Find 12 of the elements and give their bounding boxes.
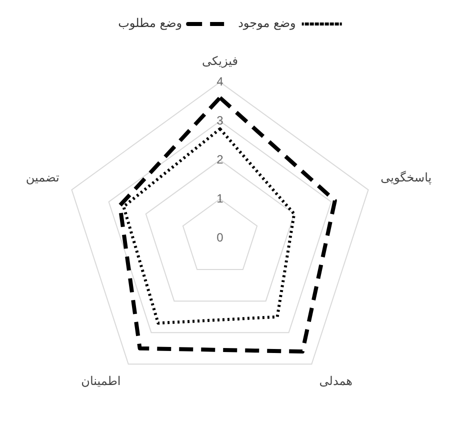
spoke-label: همدلی	[319, 374, 353, 388]
spoke-label: پاسخگویی	[380, 170, 432, 185]
spoke-label: تضمین	[26, 170, 60, 185]
legend-label: وضع مطلوب	[118, 16, 182, 30]
y-tick-label: 1	[216, 191, 224, 206]
spoke-label: اطمینان	[81, 374, 121, 388]
y-tick-label: 0	[216, 230, 224, 244]
y-tick-label: 4	[216, 74, 224, 88]
legend-label: وضع موجود	[238, 16, 296, 30]
spoke-label: فیزیکی	[202, 54, 238, 68]
y-tick-label: 2	[216, 152, 224, 166]
y-tick-label: 3	[216, 113, 224, 128]
